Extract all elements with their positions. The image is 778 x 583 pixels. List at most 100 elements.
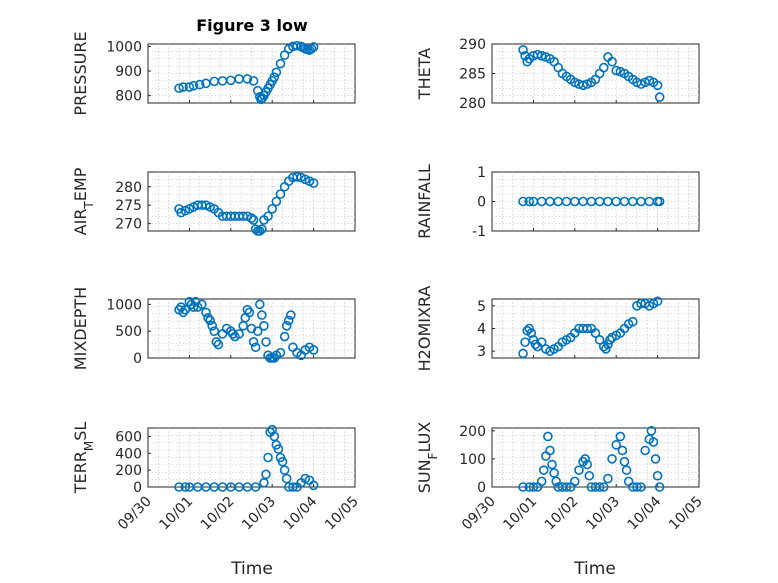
- data-point: [607, 56, 617, 67]
- y-tick-label: 900: [115, 64, 142, 80]
- data-point: [654, 196, 665, 207]
- series-points: [518, 45, 665, 102]
- data-point: [603, 473, 613, 484]
- data-point: [248, 337, 259, 347]
- y-tick-label: 400: [115, 446, 142, 462]
- data-point: [292, 171, 302, 182]
- data-point: [650, 454, 661, 464]
- data-point: [213, 339, 224, 350]
- data-point: [528, 482, 539, 492]
- data-point: [536, 337, 547, 347]
- y-axis-label: AIRTEMP: [71, 167, 96, 235]
- data-point: [174, 482, 184, 492]
- xlabel-right: Time: [573, 559, 616, 579]
- series-points: [518, 196, 665, 207]
- figure-title: Figure 3 low: [196, 16, 308, 35]
- data-point: [257, 310, 267, 320]
- data-point: [646, 426, 657, 436]
- x-axis-labels: Time Time: [230, 559, 616, 579]
- data-point: [636, 298, 646, 309]
- data-point: [197, 299, 207, 310]
- data-point: [248, 215, 259, 225]
- data-point: [518, 482, 528, 492]
- y-tick-label: 200: [459, 424, 486, 440]
- data-point: [594, 335, 605, 345]
- data-point: [242, 304, 253, 315]
- data-point: [627, 316, 638, 327]
- data-point: [252, 326, 263, 336]
- data-point: [598, 482, 609, 492]
- data-point: [617, 445, 628, 456]
- data-point: [543, 431, 553, 442]
- data-point: [601, 344, 611, 354]
- data-point: [178, 82, 188, 92]
- data-point: [242, 74, 253, 84]
- data-point: [261, 469, 271, 480]
- xlabel-left: Time: [230, 559, 273, 579]
- data-point: [178, 307, 188, 318]
- data-point: [201, 307, 211, 318]
- grid: [148, 299, 355, 358]
- data-point: [244, 307, 255, 318]
- y-tick-label: 5: [477, 299, 486, 315]
- subplot-theta: 280 285 290 THETA: [415, 37, 700, 112]
- data-point: [308, 42, 319, 52]
- data-point: [269, 431, 280, 442]
- data-point: [654, 92, 665, 102]
- data-point: [603, 339, 613, 350]
- data-point: [536, 50, 547, 61]
- grid: [492, 44, 699, 103]
- data-point: [277, 456, 288, 467]
- data-point: [582, 323, 593, 334]
- y-axis-label: SUNFLUX: [415, 422, 440, 494]
- y-axis-label: MIXDEPTH: [71, 287, 90, 370]
- data-point: [263, 452, 273, 463]
- subplot-mixdepth: 0 500 1000 MIXDEPTH: [71, 287, 356, 370]
- data-point: [598, 62, 609, 73]
- subplot-air-temp: 270 275 280 AIRTEMP: [71, 167, 356, 236]
- data-point: [569, 476, 580, 487]
- data-point: [530, 339, 541, 350]
- data-point: [594, 482, 605, 492]
- data-point: [275, 189, 286, 199]
- y-tick-label: 280: [459, 96, 486, 112]
- data-point: [273, 444, 284, 454]
- data-point: [547, 459, 557, 470]
- data-point: [288, 482, 298, 492]
- data-point: [180, 482, 191, 492]
- data-point: [549, 468, 559, 478]
- data-point: [234, 329, 244, 339]
- data-point: [532, 49, 543, 60]
- data-point: [250, 482, 261, 492]
- data-point: [205, 315, 215, 326]
- data-point: [261, 337, 271, 347]
- y-axis-label: H2OMIXRA: [415, 286, 434, 372]
- data-point: [551, 476, 561, 487]
- y-tick-label: 1000: [106, 39, 142, 55]
- data-point: [275, 347, 286, 358]
- data-point: [194, 79, 205, 90]
- data-point: [286, 310, 296, 320]
- data-point: [654, 482, 665, 492]
- data-point: [528, 335, 539, 345]
- data-point: [254, 226, 265, 236]
- data-point: [248, 76, 259, 86]
- y-tick-label: 600: [115, 429, 142, 445]
- data-point: [652, 80, 663, 91]
- grid: [148, 172, 355, 231]
- data-point: [574, 465, 584, 475]
- data-point: [279, 331, 290, 342]
- data-point: [271, 67, 282, 78]
- data-point: [203, 312, 213, 323]
- data-point: [281, 321, 292, 331]
- y-axis-label: TERRMSL: [71, 422, 96, 495]
- data-point: [188, 80, 199, 91]
- data-point: [275, 58, 286, 69]
- data-point: [292, 40, 302, 51]
- data-point: [308, 178, 319, 188]
- data-point: [584, 470, 595, 481]
- data-point: [180, 304, 191, 315]
- data-point: [590, 328, 601, 338]
- data-point: [632, 482, 642, 492]
